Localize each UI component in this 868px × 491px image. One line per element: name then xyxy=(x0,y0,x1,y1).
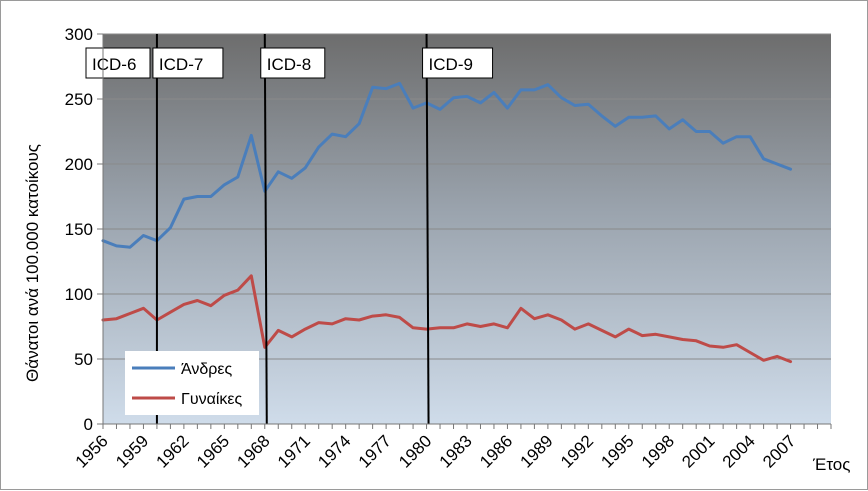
legend: Άνδρες Γυναίκες xyxy=(125,351,259,415)
icd-annotation: ICD-8 xyxy=(260,47,326,79)
icd-annotation: ICD-6 xyxy=(85,47,151,79)
legend-box xyxy=(125,351,259,415)
annotation-label: ICD-6 xyxy=(92,55,136,74)
annotation-label: ICD-7 xyxy=(159,55,203,74)
x-axis-ticks: 1956 1959 1962 1965 1968 1971 1974 1977 1980 1983… xyxy=(72,424,832,472)
x-axis-label: Έτος xyxy=(812,455,850,474)
x-tick-label: 1989 xyxy=(517,431,557,471)
y-axis-ticks: 0 50 100 150 200 250 300 xyxy=(65,25,831,434)
y-tick-label: 250 xyxy=(65,90,93,109)
legend-label: Άνδρες xyxy=(181,361,233,378)
legend-label: Γυναίκες xyxy=(181,391,243,408)
series-layer xyxy=(101,81,793,364)
y-tick-label: 300 xyxy=(65,25,93,44)
x-tick-label: 1980 xyxy=(395,431,435,471)
x-tick-label: 1956 xyxy=(72,431,112,471)
annotation-box xyxy=(422,47,494,79)
icd-annotations: ICD-6 ICD-7 ICD-8 ICD-9 xyxy=(85,47,494,79)
x-tick-label: 1995 xyxy=(597,431,637,471)
x-tick-label: 1965 xyxy=(193,431,233,471)
annotation-box xyxy=(260,47,326,79)
x-tick-label: 2007 xyxy=(759,431,799,471)
y-tick-label: 100 xyxy=(65,285,93,304)
x-tick-label: 1968 xyxy=(233,431,273,471)
x-tick-label: 1959 xyxy=(112,431,152,471)
y-tick-label: 50 xyxy=(74,350,93,369)
annotation-label: ICD-8 xyxy=(267,55,311,74)
x-tick-label: 1983 xyxy=(436,431,476,471)
annotation-label: ICD-9 xyxy=(429,55,473,74)
icd-annotation: ICD-7 xyxy=(152,47,224,79)
y-tick-label: 150 xyxy=(65,220,93,239)
x-tick-label: 2001 xyxy=(678,431,718,471)
annotation-box xyxy=(152,47,224,79)
x-tick-label: 1962 xyxy=(153,431,193,471)
annotation-box xyxy=(85,47,151,79)
x-tick-label: 1974 xyxy=(314,431,354,471)
icd-divider-line xyxy=(263,33,268,425)
x-tick-label: 1992 xyxy=(557,431,597,471)
icd-divider-line xyxy=(425,33,430,425)
x-tick-label: 1977 xyxy=(355,431,395,471)
y-tick-label: 0 xyxy=(84,415,93,434)
x-tick-label: 1998 xyxy=(638,431,678,471)
series-line-1 xyxy=(101,81,793,249)
x-tick-label: 2004 xyxy=(719,431,759,471)
series-line-2 xyxy=(101,274,793,364)
x-tick-label: 1971 xyxy=(274,431,314,471)
y-tick-label: 200 xyxy=(65,155,93,174)
y-axis-label: Θάνατοι ανά 100.000 κατοίκους xyxy=(23,144,42,382)
x-tick-label: 1986 xyxy=(476,431,516,471)
icd-annotation: ICD-9 xyxy=(422,47,494,79)
